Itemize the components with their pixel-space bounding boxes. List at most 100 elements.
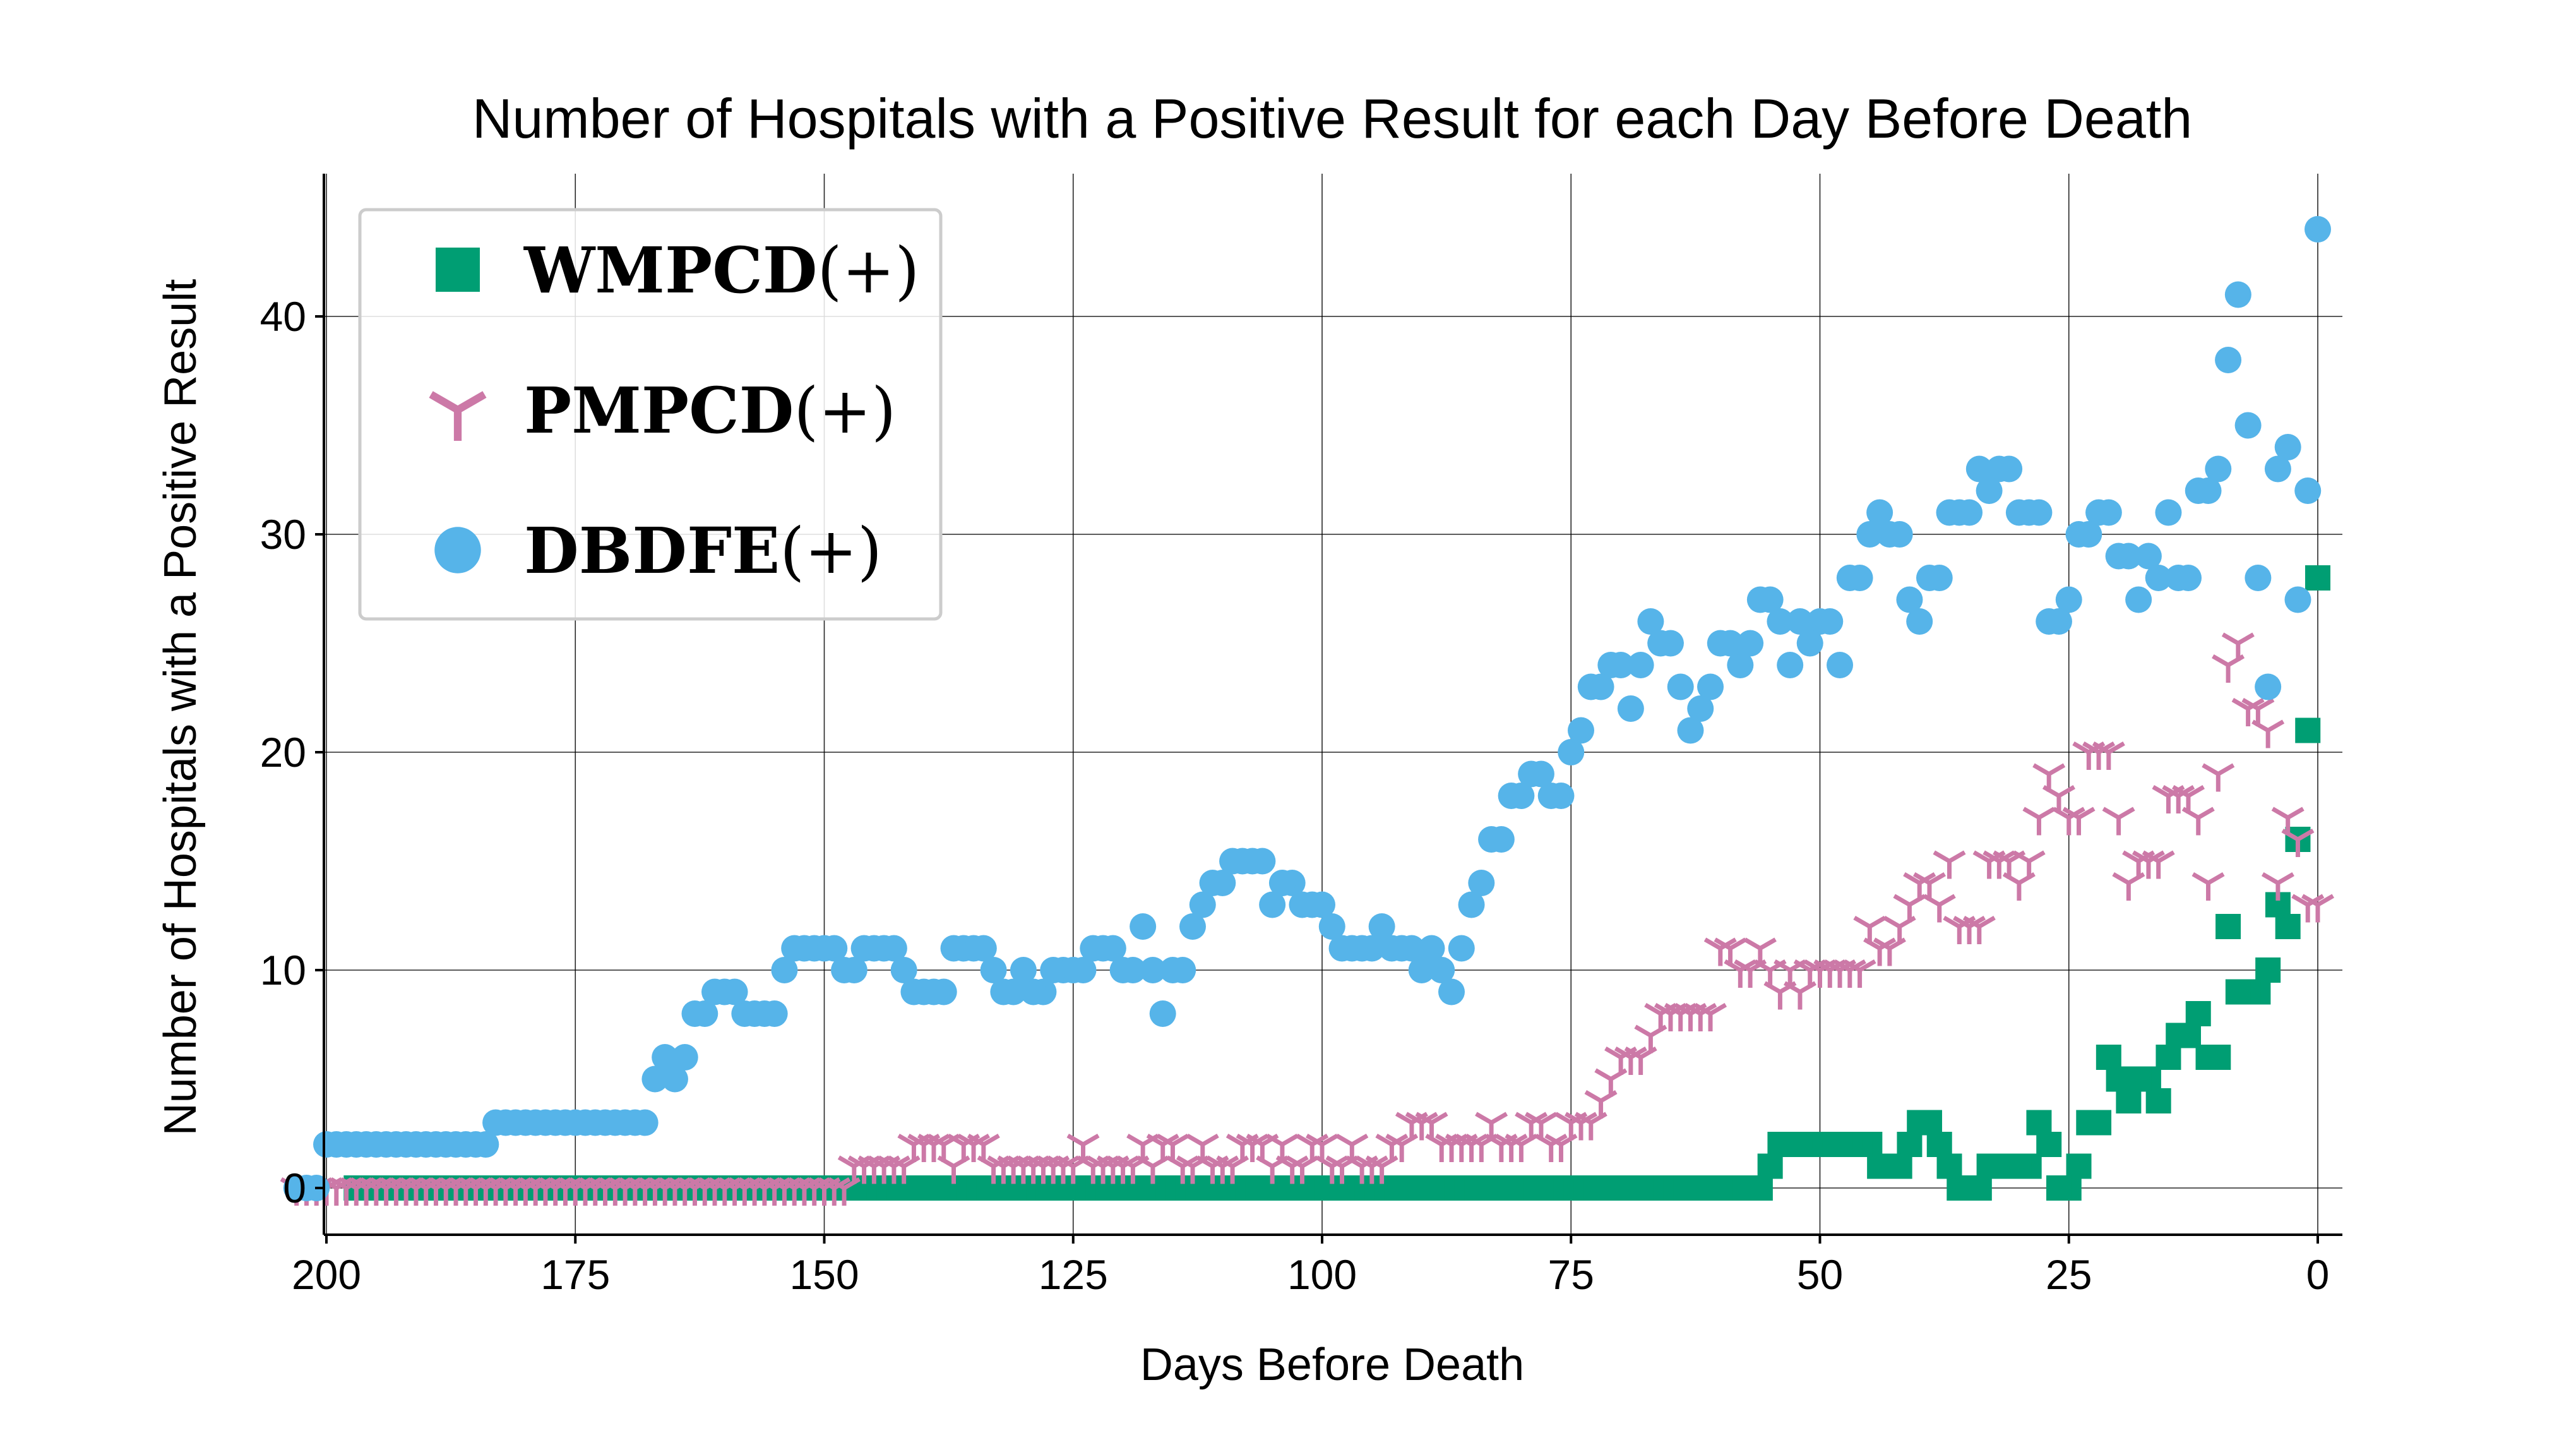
wmpcd-point: [2156, 1045, 2181, 1070]
pmpcd-point: [1654, 1002, 1687, 1031]
pmpcd-point: [1993, 850, 2026, 879]
dbdfe-point: [1199, 870, 1226, 896]
wmpcd-point: [1867, 1153, 1893, 1179]
pmpcd-point: [1156, 1133, 1190, 1162]
pmpcd-point: [1345, 1155, 1379, 1184]
wmpcd-point: [2275, 914, 2301, 939]
wmpcd-point: [2076, 1110, 2102, 1136]
pmpcd-point: [1763, 981, 1797, 1010]
dbdfe-point: [1727, 652, 1754, 678]
pmpcd-point: [1494, 1133, 1528, 1162]
dbdfe-point: [1597, 652, 1625, 678]
pmpcd-point: [2112, 872, 2145, 901]
wmpcd-point: [1976, 1153, 2002, 1179]
dbdfe-point: [1617, 695, 1644, 722]
pmpcd-point: [1565, 1112, 1598, 1141]
legend-frame: [358, 208, 943, 621]
x-tick-label-0: 0: [2306, 1251, 2330, 1298]
pmpcd-point: [1216, 1155, 1249, 1184]
pmpcd-point: [2042, 784, 2075, 813]
pmpcd-point: [1813, 959, 1847, 988]
pmpcd-point: [399, 1177, 432, 1206]
y-tick-label-20: 20: [260, 729, 306, 776]
wmpcd-point: [2046, 1175, 2072, 1201]
dbdfe-point: [1537, 783, 1565, 809]
pmpcd-point: [698, 1177, 732, 1206]
pmpcd-point: [1912, 872, 1946, 901]
pmpcd-point: [1694, 1002, 1727, 1031]
pmpcd-point: [2212, 654, 2245, 683]
pmpcd-point: [489, 1177, 522, 1206]
pmpcd-point: [868, 1155, 901, 1184]
dbdfe-point: [1866, 499, 1893, 526]
pmpcd-point: [818, 1177, 851, 1206]
wmpcd-point: [2026, 1110, 2052, 1136]
pmpcd-point: [1037, 1155, 1070, 1184]
pmpcd-point: [1116, 1155, 1150, 1184]
dbdfe-point: [1836, 565, 1863, 591]
pmpcd-point: [1724, 959, 1757, 988]
y-tick-label-30: 30: [260, 511, 306, 558]
dbdfe-point: [652, 1044, 679, 1071]
pmpcd-point: [1873, 937, 1906, 966]
dbdfe-point: [1677, 717, 1704, 744]
dbdfe-point: [2205, 455, 2232, 483]
wmpcd-point: [2195, 1045, 2221, 1070]
pmpcd-point: [2062, 807, 2096, 836]
pmpcd-point: [1056, 1155, 1090, 1184]
dbdfe-point: [1498, 783, 1525, 809]
pmpcd-point: [2251, 719, 2285, 748]
dbdfe-point: [1040, 957, 1067, 983]
legend-name-pmpcd: PMPCD: [524, 373, 794, 448]
dbdfe-point: [1986, 455, 2013, 483]
dbdfe-point: [2105, 543, 2132, 570]
pmpcd-point: [2142, 850, 2175, 879]
pmpcd-point: [1285, 1155, 1319, 1184]
dbdfe-point: [2245, 565, 2272, 591]
dbdfe-point: [731, 1000, 758, 1027]
pmpcd-point: [419, 1177, 453, 1206]
pmpcd-point: [957, 1133, 991, 1162]
dbdfe-point: [900, 978, 927, 1005]
dbdfe-point: [990, 978, 1017, 1005]
pmpcd-point: [977, 1155, 1010, 1184]
dbdfe-point: [1558, 739, 1585, 765]
dbdfe-point: [2215, 347, 2242, 373]
dbdfe-point: [1916, 565, 1943, 591]
dbdfe-point: [2055, 586, 2082, 613]
dbdfe-point: [831, 957, 858, 983]
dbdfe-point: [1010, 957, 1037, 983]
dbdfe-point: [1179, 913, 1206, 940]
pmpcd-point: [877, 1155, 910, 1184]
dbdfe-point: [2185, 477, 2212, 504]
pmpcd-point: [1425, 1133, 1458, 1162]
pmpcd-point: [2181, 807, 2215, 836]
dbdfe-point: [1418, 935, 1445, 962]
dbdfe-point: [1896, 586, 1923, 613]
pmpcd-point: [847, 1155, 881, 1184]
wmpcd-point: [1907, 1110, 1933, 1136]
dbdfe-point: [681, 1000, 708, 1027]
pmpcd-point: [1325, 1155, 1359, 1184]
pmpcd-point: [778, 1177, 811, 1206]
dbdfe-point: [1856, 521, 1883, 548]
pmpcd-point: [379, 1177, 413, 1206]
pmpcd-point: [1923, 894, 1956, 923]
pmpcd-point: [1703, 937, 1737, 966]
pmpcd-point: [1196, 1155, 1229, 1184]
pmpcd-point: [1833, 959, 1866, 988]
pmpcd-point: [1664, 1002, 1697, 1031]
pmpcd-point: [359, 1177, 393, 1206]
dbdfe-point: [1767, 608, 1794, 635]
dbdfe-point: [482, 1109, 510, 1136]
pmpcd-point: [1275, 1155, 1309, 1184]
pmpcd-point: [2082, 741, 2116, 770]
pmpcd-point: [2301, 894, 2334, 923]
dbdfe-point: [1786, 608, 1813, 635]
pmpcd-point: [588, 1177, 622, 1206]
pmpcd-point: [937, 1155, 970, 1184]
pmpcd-point: [2202, 763, 2235, 792]
pmpcd-point: [1953, 915, 1986, 944]
pmpcd-point: [1853, 915, 1887, 944]
